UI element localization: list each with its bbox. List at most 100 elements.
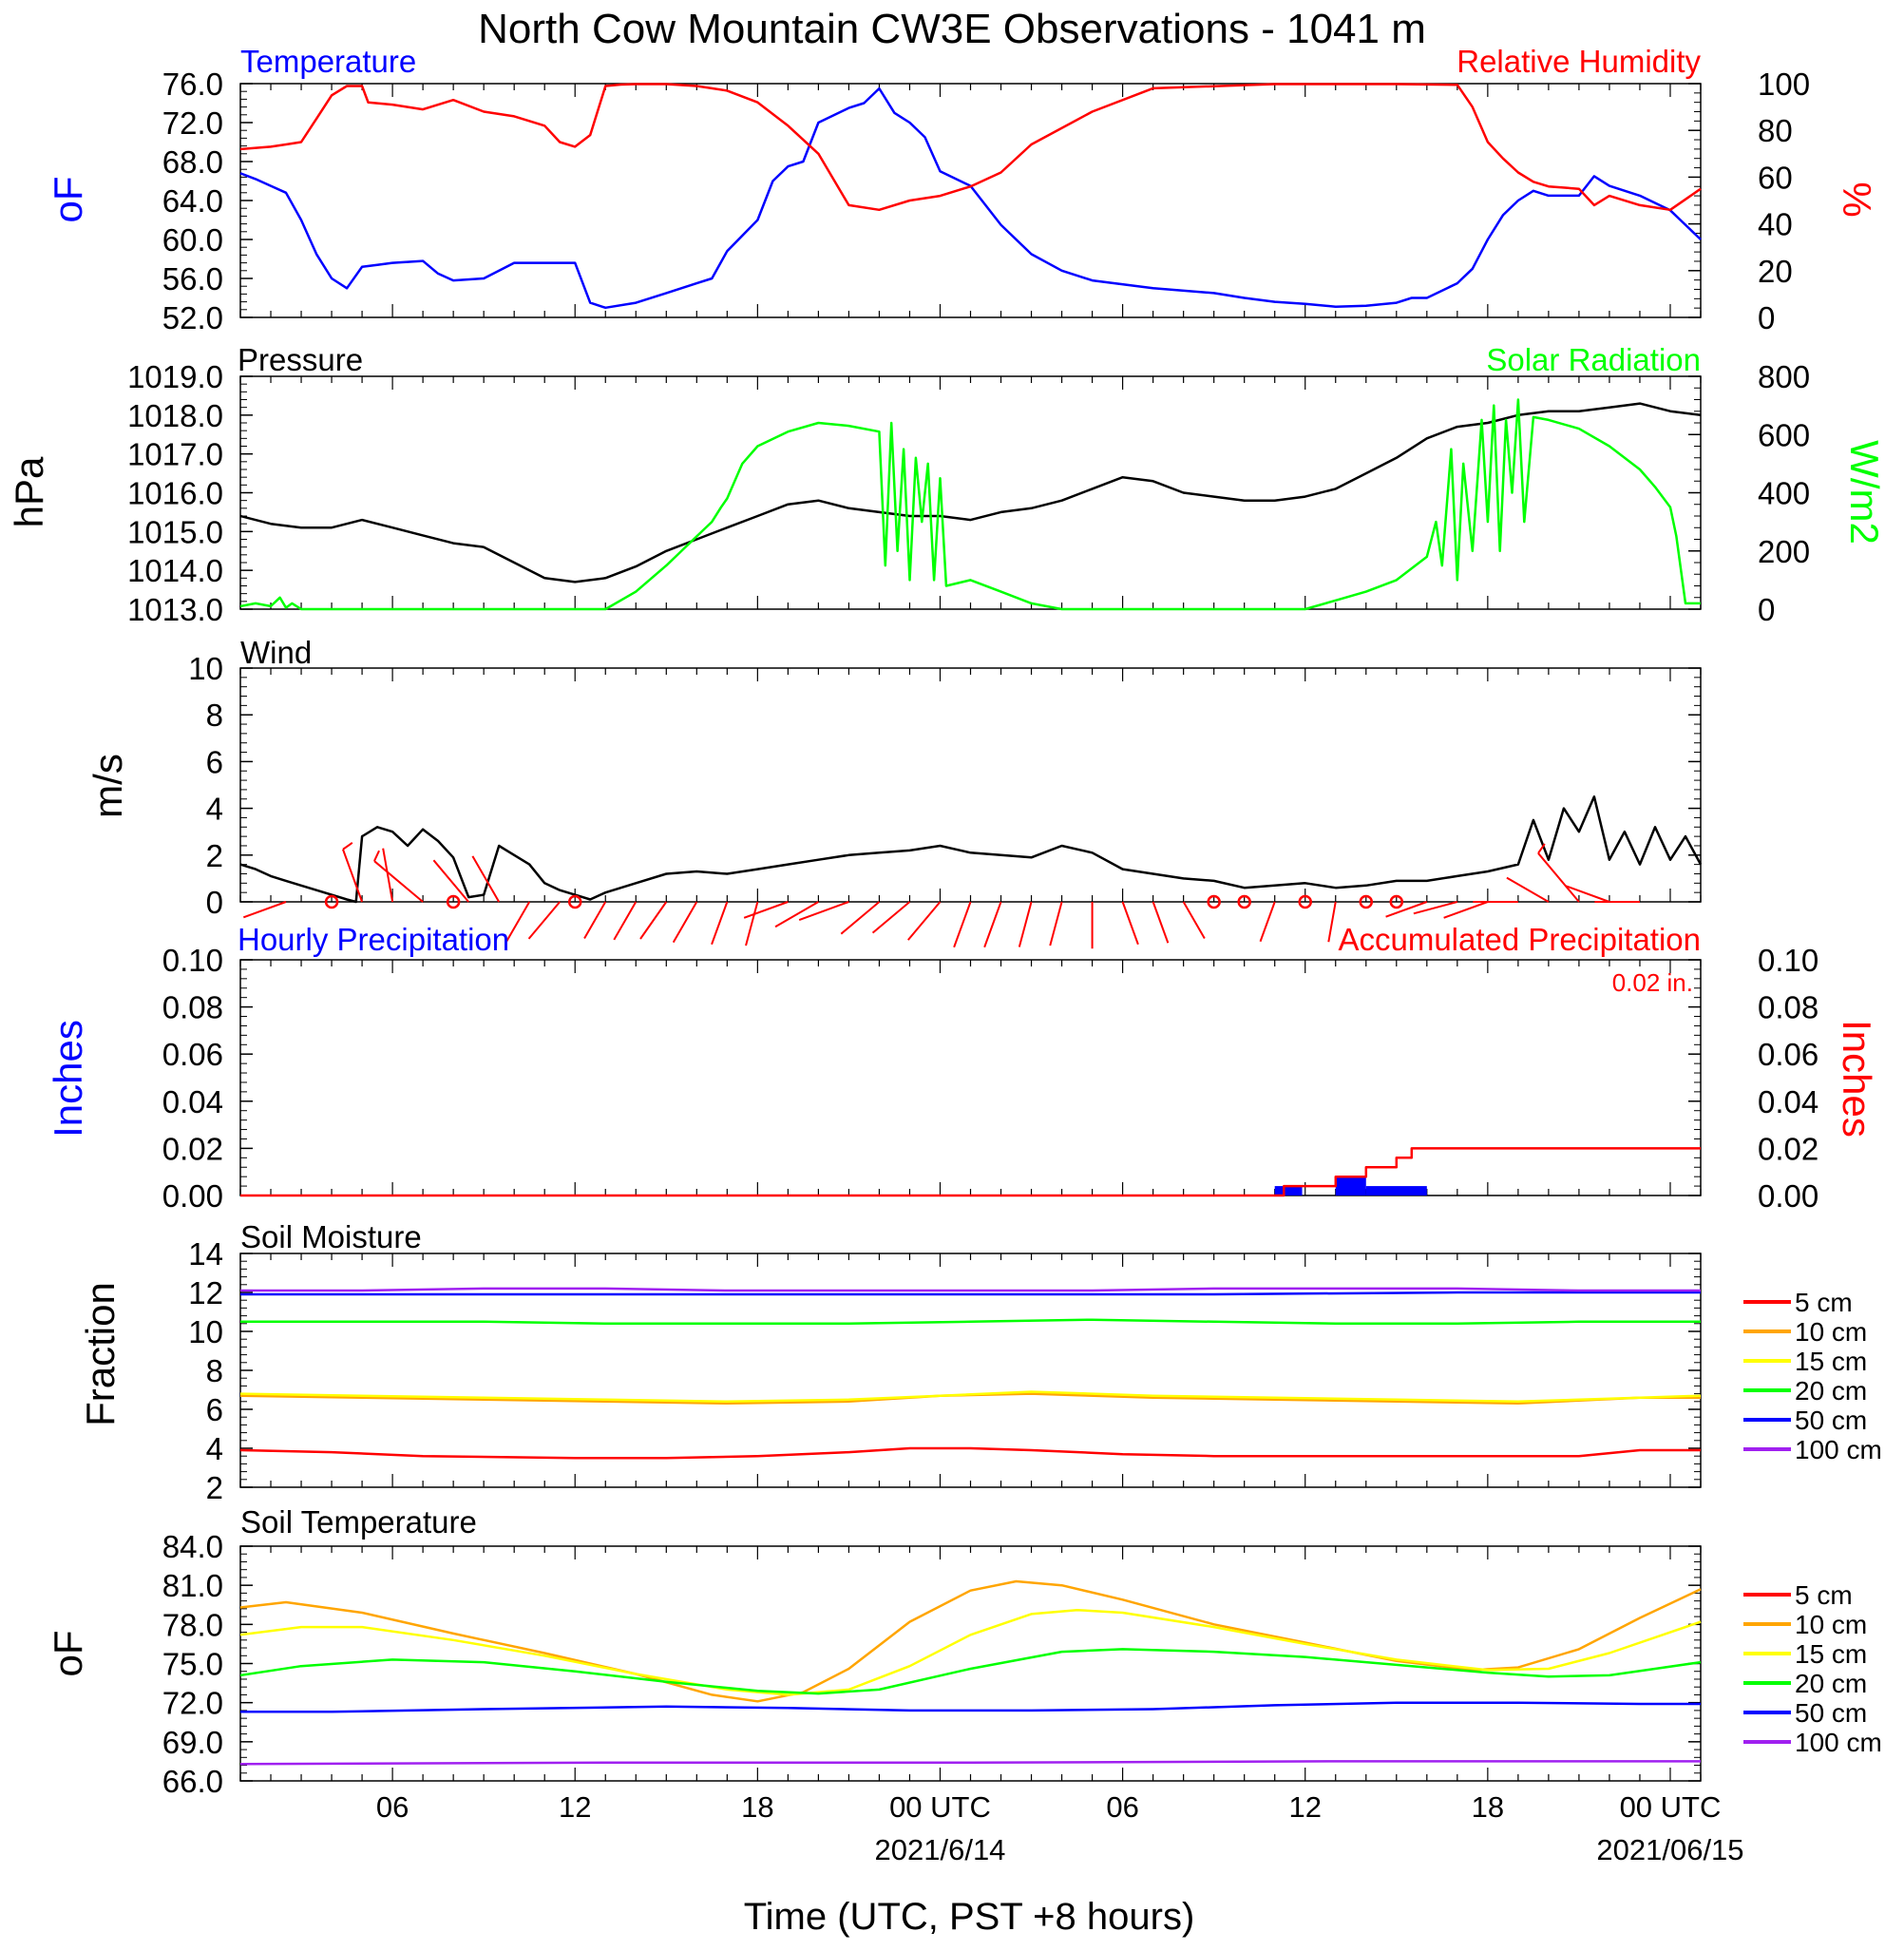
y-tick-label-left: 1019.0 [127,359,223,394]
ylabel-soil-moisture: Fraction [78,1282,123,1426]
wind-barb [1327,901,1337,943]
plot-frame [239,1545,1702,1782]
wind-barb-flag [373,850,380,862]
wind-barb [840,901,881,935]
y-tick-label-left: 6 [206,744,223,779]
y-tick-label-left: 84.0 [162,1529,223,1564]
series-line-wind [239,795,1703,904]
y-tick-label-left: 1017.0 [127,437,223,472]
panel-pressure-solar: Pressure Solar Radiation hPa W/m2 1013.0… [7,342,1887,627]
y-tick-label-right: 400 [1758,476,1810,511]
ylabel-soil-temperature: oF [46,1630,90,1676]
y-tick-label-left: 2 [206,1470,223,1505]
y-tick-label-left: 68.0 [162,144,223,180]
ylabel-accumulated-precipitation: Inches [1835,1020,1879,1138]
plot-frame [239,667,1702,903]
plot-area-precipitation: 0.00 0.02 0.04 0.06 0.08 0.10 0.00 0.02 0.04 0.06… [162,943,1818,1214]
series-line-temperature [239,86,1702,310]
y-tick-label-left: 81.0 [162,1568,223,1603]
legend-label: 15 cm [1795,1639,1867,1669]
wind-barb-calm [1207,894,1221,909]
y-tick-label-left: 69.0 [162,1725,223,1760]
wind-barb [745,901,759,947]
y-tick-label-left: 1013.0 [127,592,223,627]
y-tick-label-left: 72.0 [162,105,223,141]
wind-barb [1413,901,1458,915]
y-tick-label-right: 100 [1758,67,1810,102]
legend-label: 10 cm [1795,1317,1867,1347]
wind-barb [1152,901,1170,944]
y-tick-label-left: 0.10 [162,943,223,978]
legend-label: 15 cm [1795,1347,1867,1376]
y-tick-label-left: 1014.0 [127,553,223,588]
series-line-accumulated-precipitation [240,1147,1701,1197]
wind-barb [373,860,424,903]
wind-barb [907,901,942,941]
y-tick-label-left: 8 [206,1353,223,1388]
legend-label: 20 cm [1795,1376,1867,1406]
wind-barb [1182,901,1206,939]
x-tick-label: 12 [1288,1790,1321,1824]
panel-temperature-humidity: Temperature Relative Humidity oF % 52.05… [46,44,1879,335]
wind-barb-calm [1237,894,1251,909]
legend-label: 50 cm [1795,1698,1867,1728]
y-tick-label-left: 0.02 [162,1131,223,1166]
y-tick-label-right: 60 [1758,160,1793,195]
x-tick-label: 00 UTC [1620,1790,1722,1824]
y-tick-label-left: 75.0 [162,1647,223,1682]
y-tick-label-left: 72.0 [162,1686,223,1721]
x-tick-label: 12 [559,1790,591,1824]
legend-label: 10 cm [1795,1610,1867,1639]
x-tick-label: 06 [376,1790,409,1824]
wind-barb-calm [324,894,339,909]
wind-barb-calm [446,894,461,909]
hourly-precipitation-bar [1365,1186,1427,1195]
legend-label: 100 cm [1795,1435,1882,1464]
legend-label: 20 cm [1795,1669,1867,1698]
y-tick-label-right: 800 [1758,359,1810,394]
y-tick-label-left: 1016.0 [127,476,223,511]
wind-barb [871,901,911,934]
series-line-50-cm [240,1701,1701,1713]
y-tick-label-left: 52.0 [162,300,223,335]
y-tick-label-left: 2 [206,838,223,873]
plot-frame [239,83,1702,318]
y-tick-label-left: 76.0 [162,67,223,102]
y-tick-label-left: 4 [206,1431,223,1466]
wind-barb [613,901,638,941]
plot-frame [239,375,1702,610]
wind-barb-calm [567,894,582,909]
wind-barb-calm [1298,894,1312,909]
wind-barb [672,901,698,944]
ylabel-temperature: oF [46,176,90,222]
y-tick-label-left: 0.04 [162,1084,223,1119]
ylabel-pressure: hPa [7,456,51,527]
y-tick-label-right: 0.02 [1758,1131,1818,1166]
y-tick-label-left: 64.0 [162,183,223,219]
y-tick-label-right: 200 [1758,534,1810,569]
y-tick-label-left: 78.0 [162,1607,223,1642]
y-tick-label-left: 56.0 [162,261,223,296]
precipitation-total-label: 0.02 in. [1612,968,1693,997]
panel-title-pressure: Pressure [238,342,363,377]
y-tick-label-left: 0.08 [162,990,223,1025]
wind-barb [743,901,789,919]
series-line-solar-radiation [239,398,1701,611]
series-line-15-cm [239,1390,1702,1404]
plot-area-wind: 0 2 4 6 8 10 [188,651,1703,949]
series-line-pressure [239,402,1702,583]
y-tick-label-left: 66.0 [162,1764,223,1799]
plot-area-soil-temperature: 66.0 69.0 72.0 75.0 78.0 81.0 84.0 [162,1529,1702,1799]
y-tick-label-right: 0.06 [1758,1037,1818,1072]
y-tick-label-right: 20 [1758,254,1793,289]
wind-barb [1121,901,1139,946]
y-tick-label-right: 0 [1758,300,1775,335]
wind-barb [583,901,607,939]
wind-barb-calm [1359,894,1374,909]
plot-frame [239,959,1702,1196]
wind-barb [774,901,819,928]
hourly-precipitation-bar [1335,1176,1366,1195]
wind-barb [1565,885,1610,903]
